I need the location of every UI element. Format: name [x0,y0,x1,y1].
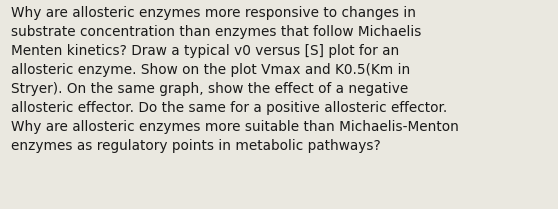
Text: Why are allosteric enzymes more responsive to changes in
substrate concentration: Why are allosteric enzymes more responsi… [11,6,459,153]
